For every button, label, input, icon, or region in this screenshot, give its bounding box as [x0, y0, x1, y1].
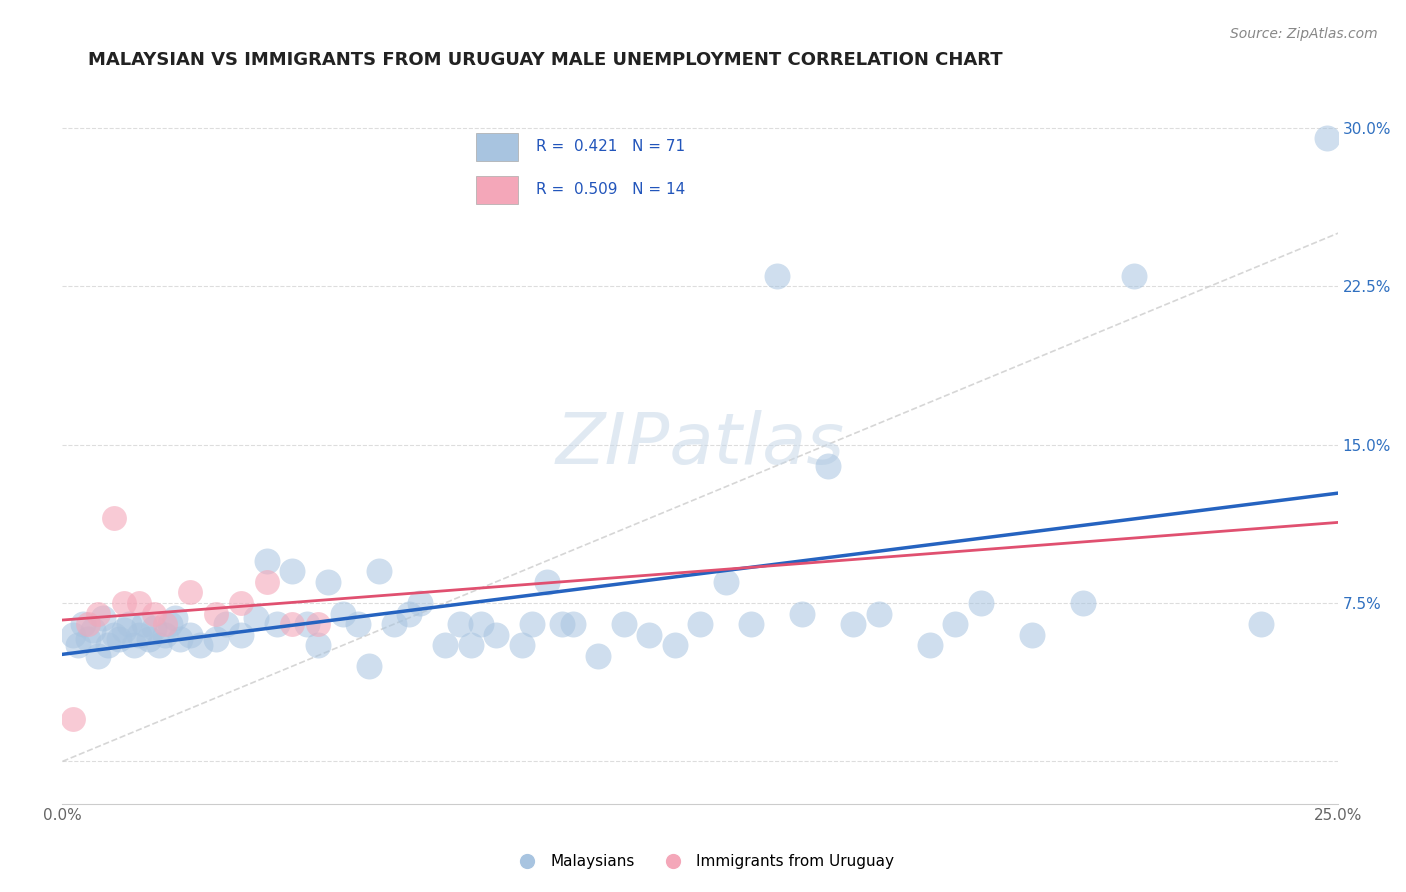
Point — [128, 596, 150, 610]
Legend: Malaysians, Immigrants from Uruguay: Malaysians, Immigrants from Uruguay — [506, 848, 900, 875]
Point — [143, 607, 166, 621]
Point — [485, 627, 508, 641]
Point — [307, 617, 329, 632]
Point — [91, 611, 114, 625]
Point — [551, 617, 574, 632]
Point — [143, 621, 166, 635]
Point — [520, 617, 543, 632]
Point — [229, 627, 252, 641]
Point — [179, 627, 201, 641]
Point — [586, 648, 609, 663]
Point — [969, 596, 991, 610]
Point — [87, 648, 110, 663]
Point — [153, 627, 176, 641]
Point — [561, 617, 583, 632]
Point — [765, 268, 787, 283]
Point — [449, 617, 471, 632]
Point — [470, 617, 492, 632]
Point — [638, 627, 661, 641]
Point — [87, 607, 110, 621]
Point — [460, 638, 482, 652]
Point — [382, 617, 405, 632]
Point — [510, 638, 533, 652]
Point — [434, 638, 457, 652]
Point — [297, 617, 319, 632]
Point — [66, 638, 89, 652]
Point — [163, 611, 186, 625]
Point — [612, 617, 634, 632]
Point — [103, 511, 125, 525]
Point — [97, 638, 120, 652]
Point — [122, 638, 145, 652]
Point — [1250, 617, 1272, 632]
Point — [1316, 131, 1339, 145]
Point — [357, 659, 380, 673]
Point — [918, 638, 941, 652]
Text: MALAYSIAN VS IMMIGRANTS FROM URUGUAY MALE UNEMPLOYMENT CORRELATION CHART: MALAYSIAN VS IMMIGRANTS FROM URUGUAY MAL… — [89, 51, 1002, 69]
Point — [868, 607, 890, 621]
Point — [256, 574, 278, 589]
Point — [536, 574, 558, 589]
Point — [714, 574, 737, 589]
Point — [281, 617, 304, 632]
Point — [138, 632, 160, 646]
Point — [107, 632, 129, 646]
Point — [1021, 627, 1043, 641]
Point — [82, 624, 104, 638]
Point — [77, 617, 100, 632]
Point — [112, 596, 135, 610]
Point — [347, 617, 370, 632]
Point — [169, 632, 191, 646]
Point — [245, 611, 267, 625]
Point — [188, 638, 211, 652]
Point — [817, 458, 839, 473]
Point — [332, 607, 354, 621]
Point — [1122, 268, 1144, 283]
Point — [256, 554, 278, 568]
Point — [62, 712, 84, 726]
Point — [740, 617, 762, 632]
Point — [112, 624, 135, 638]
Point — [62, 627, 84, 641]
Point — [179, 585, 201, 599]
Point — [153, 617, 176, 632]
Point — [398, 607, 420, 621]
Point — [842, 617, 865, 632]
Point — [1071, 596, 1094, 610]
Point — [943, 617, 966, 632]
Point — [408, 596, 430, 610]
Point — [266, 617, 288, 632]
Point — [148, 638, 170, 652]
Point — [118, 617, 141, 632]
Point — [316, 574, 339, 589]
Point — [281, 564, 304, 578]
Point — [77, 632, 100, 646]
Point — [103, 627, 125, 641]
Point — [159, 617, 181, 632]
Point — [367, 564, 389, 578]
Point — [72, 617, 94, 632]
Point — [204, 607, 226, 621]
Point — [307, 638, 329, 652]
Point — [204, 632, 226, 646]
Point — [128, 627, 150, 641]
Point — [689, 617, 711, 632]
Point — [132, 617, 155, 632]
Text: Source: ZipAtlas.com: Source: ZipAtlas.com — [1230, 27, 1378, 41]
Point — [664, 638, 686, 652]
Point — [215, 617, 238, 632]
Point — [229, 596, 252, 610]
Text: ZIPatlas: ZIPatlas — [555, 410, 845, 479]
Point — [790, 607, 813, 621]
